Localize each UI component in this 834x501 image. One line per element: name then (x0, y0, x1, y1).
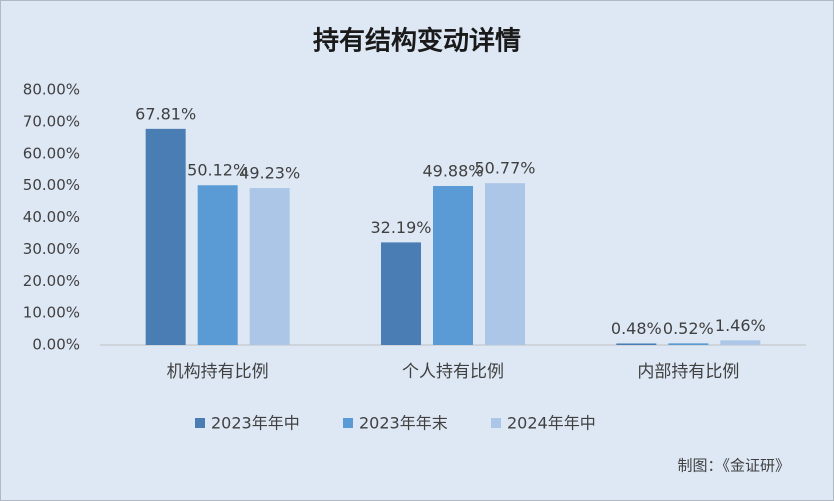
bar (616, 343, 657, 345)
legend-label: 2023年年中 (211, 414, 300, 433)
value-label: 32.19% (370, 218, 431, 237)
value-label: 0.48% (611, 319, 662, 338)
bar (433, 186, 473, 345)
y-tick-label: 60.00% (23, 144, 80, 162)
y-tick-label: 0.00% (32, 336, 80, 354)
bar (485, 183, 525, 345)
value-label: 1.46% (715, 316, 766, 335)
y-tick-label: 20.00% (23, 272, 80, 290)
value-label: 0.52% (663, 319, 714, 338)
bar (381, 242, 421, 345)
y-tick-label: 50.00% (23, 176, 80, 194)
y-tick-label: 30.00% (23, 240, 80, 258)
value-label: 49.23% (239, 164, 300, 183)
legend-swatch (195, 418, 205, 428)
annotation: 制图：《金证研》 (677, 457, 790, 475)
bar (668, 343, 709, 345)
legend-swatch (343, 418, 353, 428)
x-tick-label: 机构持有比例 (167, 362, 269, 382)
y-tick-label: 10.00% (23, 304, 80, 322)
bar (197, 185, 238, 345)
value-label: 67.81% (135, 104, 196, 123)
bar (720, 340, 761, 345)
bar (249, 188, 290, 345)
y-tick-label: 40.00% (23, 208, 80, 226)
chart-title: 持有结构变动详情 (313, 26, 521, 57)
bar (145, 128, 186, 345)
value-label: 49.88% (422, 162, 483, 181)
x-tick-label: 内部持有比例 (637, 362, 739, 382)
y-tick-label: 80.00% (23, 81, 80, 99)
legend-swatch (491, 418, 501, 428)
value-label: 50.12% (187, 161, 248, 180)
y-tick-label: 70.00% (23, 112, 80, 130)
value-label: 50.77% (474, 159, 535, 178)
legend-label: 2023年年末 (359, 414, 448, 433)
legend-label: 2024年年中 (507, 414, 596, 433)
x-tick-label: 个人持有比例 (402, 362, 504, 382)
